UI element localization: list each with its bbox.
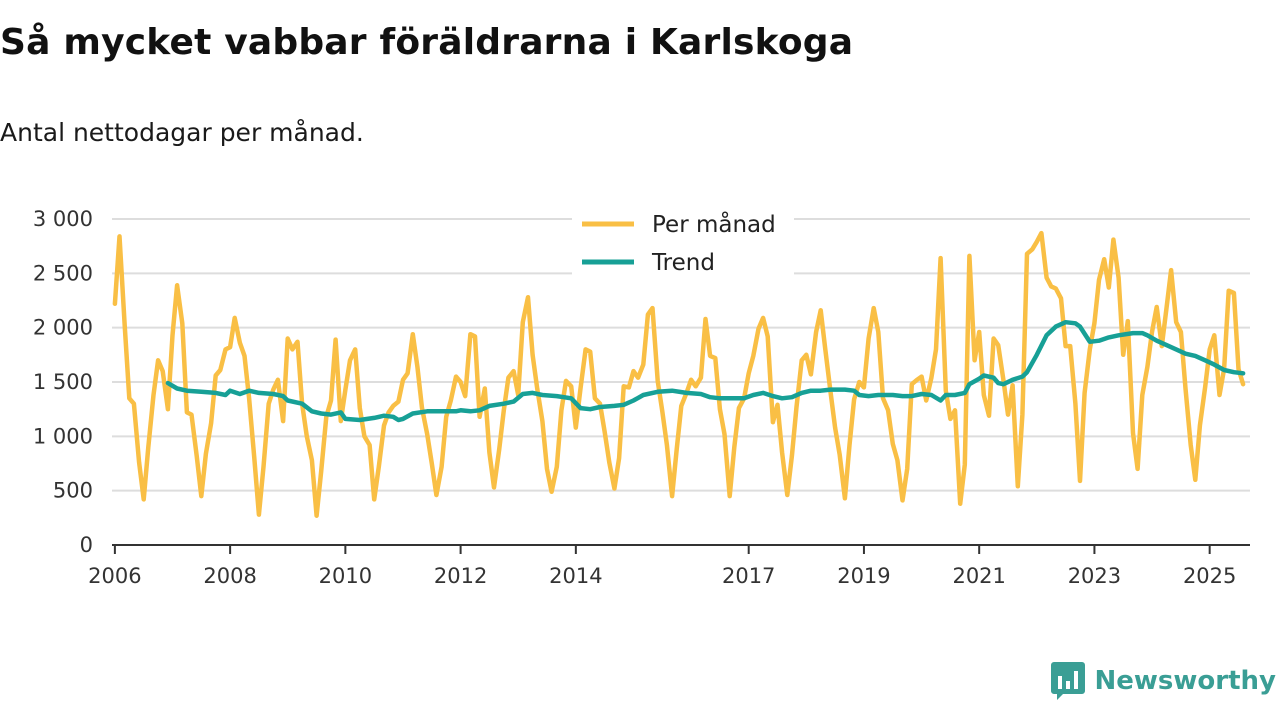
legend-label: Per månad	[652, 210, 776, 238]
x-tick-label: 2019	[837, 564, 890, 588]
x-axis: 2006 2008 2010 2012 2014 2017 2019 2021 2023 2025	[88, 544, 1250, 588]
x-tick-label: 2012	[434, 564, 487, 588]
x-tick-label: 2023	[1068, 564, 1121, 588]
x-tick-label: 2008	[203, 564, 256, 588]
brand-name: Newsworthy	[1094, 666, 1276, 696]
legend-label: Trend	[651, 250, 715, 276]
x-tick-label: 2006	[88, 564, 141, 588]
y-tick-label: 1 500	[33, 370, 93, 394]
legend: Per månad Trend	[572, 204, 794, 280]
newsworthy-logo-icon	[1050, 662, 1085, 700]
x-tick-label: 2025	[1183, 564, 1236, 588]
chart-subtitle: Antal nettodagar per månad.	[0, 118, 364, 147]
y-axis-ticks: 0 500 1 000 1 500 2 000 2 500 3 000	[33, 207, 93, 557]
x-tick-label: 2021	[952, 564, 1005, 588]
chart-title: Så mycket vabbar föräldrarna i Karlskoga	[0, 22, 854, 63]
x-tick-label: 2010	[319, 564, 372, 588]
y-tick-label: 500	[53, 479, 93, 503]
y-tick-label: 1 000	[33, 424, 93, 448]
x-tick-label: 2014	[549, 564, 602, 588]
y-tick-label: 2 000	[33, 316, 93, 340]
series-line-per-månad	[112, 230, 1246, 518]
y-tick-label: 3 000	[33, 207, 93, 231]
brand-logo: Newsworthy	[1050, 662, 1276, 700]
y-tick-label: 2 500	[33, 261, 93, 285]
y-tick-label: 0	[80, 533, 93, 557]
legend-background	[572, 204, 794, 280]
series-lines	[112, 230, 1246, 518]
series-line-trend	[165, 319, 1246, 423]
x-tick-label: 2017	[722, 564, 775, 588]
